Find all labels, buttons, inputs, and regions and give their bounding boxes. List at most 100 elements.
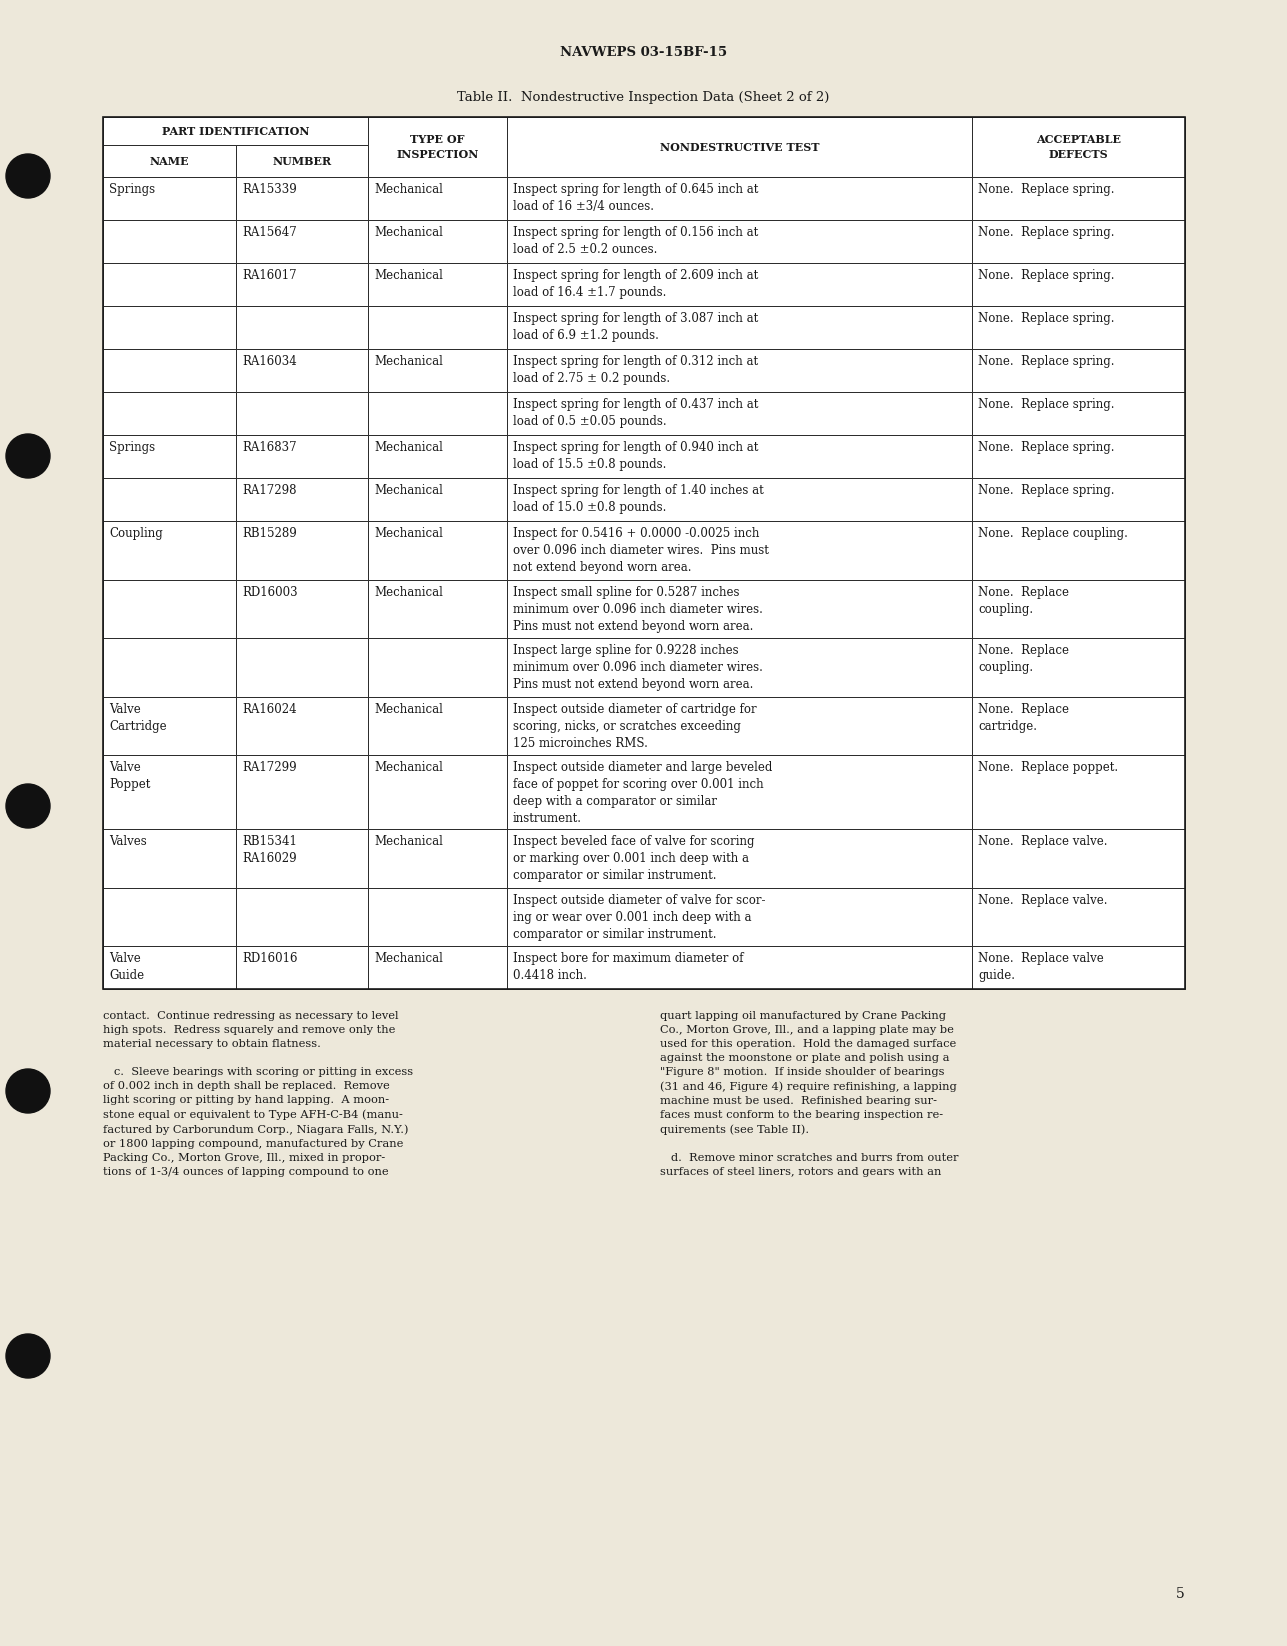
Bar xyxy=(972,477,1185,522)
Bar xyxy=(972,178,1185,221)
Text: Valves: Valves xyxy=(109,835,147,848)
Text: Mechanical: Mechanical xyxy=(375,951,443,965)
Text: Inspect outside diameter of cartridge for
scoring, nicks, or scratches exceeding: Inspect outside diameter of cartridge fo… xyxy=(514,703,757,749)
Text: None.  Replace spring.: None. Replace spring. xyxy=(978,226,1115,239)
Text: Mechanical: Mechanical xyxy=(375,835,443,848)
Bar xyxy=(507,830,972,887)
Text: None.  Replace
coupling.: None. Replace coupling. xyxy=(978,586,1069,616)
Text: contact.  Continue redressing as necessary to level
high spots.  Redress squarel: contact. Continue redressing as necessar… xyxy=(103,1011,413,1177)
Text: Inspect spring for length of 0.645 inch at
load of 16 ±3/4 ounces.: Inspect spring for length of 0.645 inch … xyxy=(514,183,758,212)
Text: NAME: NAME xyxy=(149,155,189,166)
Text: Valve
Cartridge: Valve Cartridge xyxy=(109,703,166,732)
Bar xyxy=(103,117,368,145)
Text: Mechanical: Mechanical xyxy=(375,760,443,774)
Bar xyxy=(507,117,972,178)
Bar xyxy=(507,263,972,306)
Bar xyxy=(972,306,1185,349)
Bar xyxy=(368,639,507,696)
Bar xyxy=(972,756,1185,830)
Text: PART IDENTIFICATION: PART IDENTIFICATION xyxy=(162,125,309,137)
Text: 5: 5 xyxy=(1176,1587,1185,1602)
Bar xyxy=(368,263,507,306)
Bar xyxy=(236,477,368,522)
Bar xyxy=(236,392,368,435)
Text: Inspect spring for length of 0.940 inch at
load of 15.5 ±0.8 pounds.: Inspect spring for length of 0.940 inch … xyxy=(514,441,758,471)
Bar xyxy=(972,117,1185,178)
Bar xyxy=(103,830,236,887)
Text: None.  Replace spring.: None. Replace spring. xyxy=(978,313,1115,324)
Bar xyxy=(103,221,236,263)
Circle shape xyxy=(6,155,50,198)
Bar xyxy=(368,221,507,263)
Text: RA15647: RA15647 xyxy=(242,226,297,239)
Text: None.  Replace coupling.: None. Replace coupling. xyxy=(978,527,1127,540)
Bar xyxy=(236,639,368,696)
Bar xyxy=(368,696,507,756)
Text: RB15289: RB15289 xyxy=(242,527,297,540)
Text: quart lapping oil manufactured by Crane Packing
Co., Morton Grove, Ill., and a l: quart lapping oil manufactured by Crane … xyxy=(660,1011,959,1177)
Bar xyxy=(507,221,972,263)
Text: None.  Replace spring.: None. Replace spring. xyxy=(978,484,1115,497)
Text: Inspect spring for length of 0.156 inch at
load of 2.5 ±0.2 ounces.: Inspect spring for length of 0.156 inch … xyxy=(514,226,758,257)
Bar xyxy=(368,306,507,349)
Text: Table II.  Nondestructive Inspection Data (Sheet 2 of 2): Table II. Nondestructive Inspection Data… xyxy=(457,91,830,104)
Text: Mechanical: Mechanical xyxy=(375,586,443,599)
Text: NONDESTRUCTIVE TEST: NONDESTRUCTIVE TEST xyxy=(660,142,820,153)
Text: None.  Replace spring.: None. Replace spring. xyxy=(978,356,1115,369)
Text: Mechanical: Mechanical xyxy=(375,183,443,196)
Bar xyxy=(236,221,368,263)
Bar xyxy=(103,579,236,639)
Circle shape xyxy=(6,1068,50,1113)
Bar xyxy=(236,756,368,830)
Bar xyxy=(236,696,368,756)
Text: Mechanical: Mechanical xyxy=(375,703,443,716)
Bar xyxy=(103,522,236,579)
Bar xyxy=(236,435,368,477)
Bar xyxy=(368,946,507,989)
Bar xyxy=(103,178,236,221)
Bar xyxy=(972,830,1185,887)
Text: Mechanical: Mechanical xyxy=(375,527,443,540)
Bar xyxy=(972,946,1185,989)
Bar xyxy=(368,349,507,392)
Bar xyxy=(103,435,236,477)
Bar xyxy=(972,579,1185,639)
Text: None.  Replace
coupling.: None. Replace coupling. xyxy=(978,644,1069,673)
Text: None.  Replace spring.: None. Replace spring. xyxy=(978,441,1115,454)
Bar xyxy=(507,349,972,392)
Text: Inspect spring for length of 1.40 inches at
load of 15.0 ±0.8 pounds.: Inspect spring for length of 1.40 inches… xyxy=(514,484,763,514)
Bar xyxy=(368,178,507,221)
Bar xyxy=(103,887,236,946)
Text: Inspect spring for length of 0.437 inch at
load of 0.5 ±0.05 pounds.: Inspect spring for length of 0.437 inch … xyxy=(514,398,758,428)
Bar xyxy=(507,435,972,477)
Bar xyxy=(507,639,972,696)
Bar xyxy=(236,579,368,639)
Bar xyxy=(236,178,368,221)
Bar xyxy=(972,392,1185,435)
Text: None.  Replace spring.: None. Replace spring. xyxy=(978,398,1115,412)
Bar xyxy=(236,887,368,946)
Bar xyxy=(507,756,972,830)
Text: RD16003: RD16003 xyxy=(242,586,297,599)
Text: Valve
Guide: Valve Guide xyxy=(109,951,144,983)
Bar xyxy=(236,349,368,392)
Bar xyxy=(103,145,236,178)
Circle shape xyxy=(6,783,50,828)
Text: RA16837: RA16837 xyxy=(242,441,296,454)
Text: Springs: Springs xyxy=(109,183,156,196)
Circle shape xyxy=(6,1333,50,1378)
Bar xyxy=(103,639,236,696)
Text: RD16016: RD16016 xyxy=(242,951,297,965)
Bar xyxy=(236,522,368,579)
Bar xyxy=(236,830,368,887)
Text: Inspect outside diameter of valve for scor-
ing or wear over 0.001 inch deep wit: Inspect outside diameter of valve for sc… xyxy=(514,894,766,940)
Text: None.  Replace poppet.: None. Replace poppet. xyxy=(978,760,1118,774)
Text: None.  Replace valve.: None. Replace valve. xyxy=(978,835,1108,848)
Text: None.  Replace valve.: None. Replace valve. xyxy=(978,894,1108,907)
Bar xyxy=(103,756,236,830)
Text: NUMBER: NUMBER xyxy=(273,155,332,166)
Text: RA17299: RA17299 xyxy=(242,760,296,774)
Bar xyxy=(507,946,972,989)
Bar xyxy=(103,946,236,989)
Bar xyxy=(972,887,1185,946)
